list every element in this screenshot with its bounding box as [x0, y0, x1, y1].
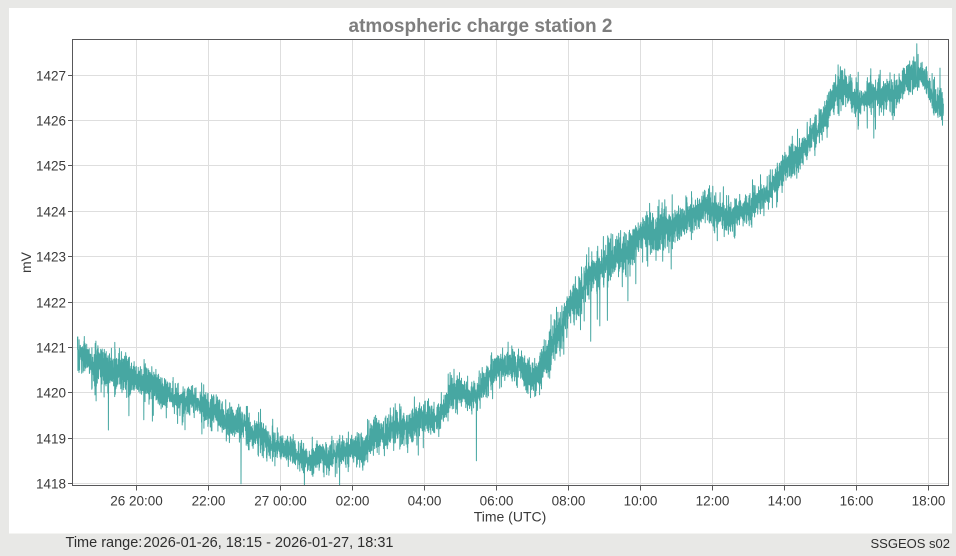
svg-text:04:00: 04:00 — [408, 494, 442, 509]
svg-text:1427: 1427 — [36, 68, 66, 83]
svg-text:1425: 1425 — [36, 158, 66, 173]
svg-text:08:00: 08:00 — [552, 494, 586, 509]
svg-text:SSGEOS s02: SSGEOS s02 — [871, 536, 950, 551]
svg-text:12:00: 12:00 — [696, 494, 730, 509]
svg-text:1424: 1424 — [36, 204, 67, 219]
svg-text:1421: 1421 — [36, 340, 66, 355]
svg-text:Time (UTC): Time (UTC) — [474, 509, 547, 525]
svg-text:22:00: 22:00 — [192, 494, 226, 509]
svg-text:1422: 1422 — [36, 295, 66, 310]
svg-text:27 00:00: 27 00:00 — [254, 494, 307, 509]
svg-text:10:00: 10:00 — [624, 494, 658, 509]
svg-text:1418: 1418 — [36, 476, 66, 491]
svg-text:16:00: 16:00 — [840, 494, 874, 509]
svg-text:atmospheric charge station 2: atmospheric charge station 2 — [349, 16, 613, 37]
svg-text:mV: mV — [18, 251, 34, 273]
svg-text:1423: 1423 — [36, 249, 66, 264]
svg-text:1426: 1426 — [36, 113, 66, 128]
svg-text:26 20:00: 26 20:00 — [110, 494, 163, 509]
svg-text:06:00: 06:00 — [480, 494, 514, 509]
svg-text:1420: 1420 — [36, 385, 66, 400]
svg-text:1419: 1419 — [36, 431, 66, 446]
svg-text:Time range: 2026-01-26, 18:15: Time range: 2026-01-26, 18:15 - 2026-01-… — [66, 535, 394, 551]
svg-text:18:00: 18:00 — [912, 494, 946, 509]
svg-text:14:00: 14:00 — [768, 494, 802, 509]
svg-text:02:00: 02:00 — [336, 494, 370, 509]
